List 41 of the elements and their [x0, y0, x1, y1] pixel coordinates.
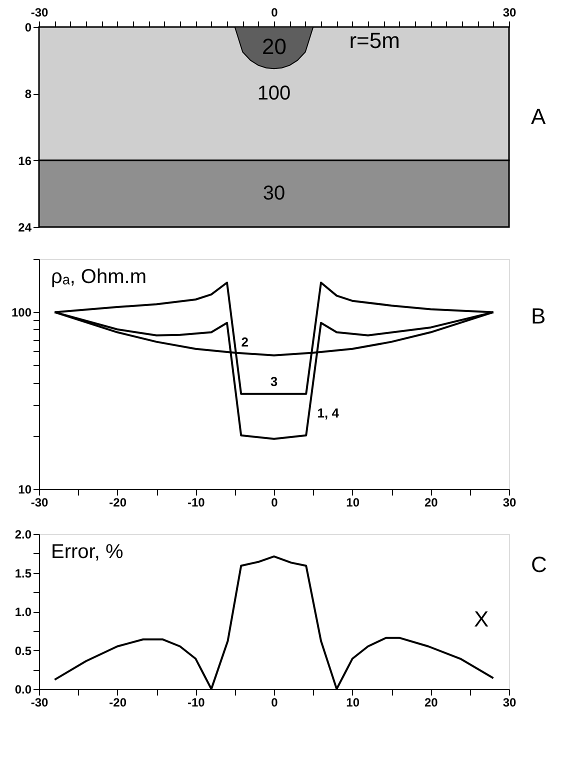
x-tick-label: -20 — [109, 696, 127, 710]
band-label: 30 — [262, 182, 286, 205]
y-tick-label: 16 — [18, 154, 32, 168]
y-tick-label: 10 — [18, 482, 32, 496]
y-tick-label: 2.0 — [14, 528, 32, 542]
x-tick-label: 0 — [271, 6, 278, 20]
y-tick-label: 1.5 — [14, 566, 32, 580]
annotation: r=5m — [349, 28, 400, 53]
x-tick-label: -30 — [30, 696, 48, 710]
y-tick-label: 0.0 — [14, 682, 32, 696]
x-tick-label: -10 — [187, 496, 206, 510]
x-tick-label: -20 — [109, 496, 127, 510]
text: A — [531, 104, 546, 129]
x-tick-label: -30 — [30, 6, 48, 20]
x-tick-label: 10 — [346, 496, 360, 510]
x-tick-label: 30 — [502, 696, 516, 710]
y-tick-label: 1.0 — [14, 605, 32, 619]
annotation: 20 — [262, 34, 286, 59]
y-tick-label: 24 — [18, 220, 32, 234]
y-tick-label: 0.5 — [14, 644, 32, 658]
x-tick-label: 0 — [271, 696, 278, 710]
x-tick-label: 20 — [424, 496, 438, 510]
x-tick-label: -10 — [187, 696, 206, 710]
y-axis-title: Error, % — [51, 541, 124, 563]
y-tick-label: 8 — [24, 87, 32, 102]
text: C — [531, 552, 547, 577]
x-tick-label: -30 — [30, 496, 48, 510]
y-axis-title: ρₐ, Ohm.m — [51, 266, 146, 288]
x-tick-label: 30 — [502, 496, 516, 510]
text: B — [531, 304, 546, 328]
series-label: 3 — [270, 374, 278, 389]
x-tick-label: 0 — [271, 496, 278, 510]
y-tick-label: 100 — [11, 306, 32, 320]
y-tick-label: 0 — [24, 20, 32, 34]
x-tick-label: 30 — [502, 6, 516, 20]
series-label: 1, 4 — [317, 405, 340, 420]
series-label: 2 — [241, 334, 248, 350]
x-tick-label: 20 — [424, 696, 438, 710]
annotation: X — [474, 606, 489, 632]
band-label: 100 — [257, 82, 291, 105]
x-tick-label: 10 — [346, 696, 360, 710]
